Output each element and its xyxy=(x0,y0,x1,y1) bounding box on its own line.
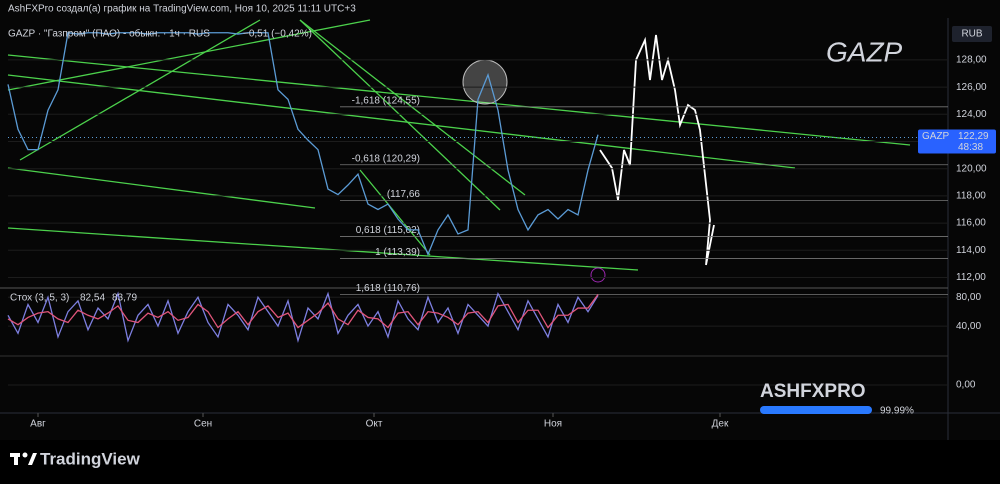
price-tag-value: 122,29 xyxy=(958,131,989,142)
badge-title: ASHFXPRO xyxy=(760,381,866,402)
chart-area xyxy=(0,0,1000,440)
trend-line xyxy=(7,19,371,91)
x-tick-label: Ноя xyxy=(544,419,562,430)
tradingview-logo xyxy=(10,452,37,465)
fib-label: -1,618 (124,55) xyxy=(352,95,420,106)
price-tag xyxy=(918,129,996,154)
fib-label: (117,66 xyxy=(387,189,421,200)
y-tick-label: 112,00 xyxy=(956,272,986,283)
x-tick-label: Окт xyxy=(366,419,383,430)
stoch-title: Стох (3, 5, 3) xyxy=(10,293,69,304)
header-caption: AshFXPro создал(а) график на TradingView… xyxy=(8,3,356,15)
projection-path xyxy=(599,34,715,266)
footer-brand: TradingView xyxy=(40,449,141,468)
trend-line xyxy=(299,19,526,196)
legend-title: GAZP · "Газпром" (ПАО) - обыкн. · 1ч · R… xyxy=(8,28,210,40)
x-tick-label: Авг xyxy=(30,419,46,430)
y-tick-label: 118,00 xyxy=(956,191,986,202)
trend-line xyxy=(7,227,639,271)
badge-progress-label: 99.99% xyxy=(880,406,914,417)
stoch-k-label: 82,54 xyxy=(80,293,105,304)
y-tick-label: 124,00 xyxy=(956,109,987,120)
trend-line xyxy=(7,167,316,209)
price-tag-name: GAZP xyxy=(922,131,950,142)
legend-change: −0,51 (−0,42%) xyxy=(243,29,312,40)
logo-part xyxy=(28,453,37,465)
trend-line xyxy=(19,19,261,161)
y-tick-label: 0,00 xyxy=(956,380,976,391)
fib-label: 0,618 (115,02) xyxy=(356,225,420,236)
trend-line xyxy=(7,54,911,146)
y-tick-label: 120,00 xyxy=(956,163,987,174)
watermark: GAZP xyxy=(826,36,903,67)
trend-lines xyxy=(7,19,911,271)
plot-layer: 112,00114,00116,00118,00120,00122,00124,… xyxy=(7,31,996,430)
y-tick-label: 114,00 xyxy=(956,245,986,256)
y-tick-label: 128,00 xyxy=(956,55,987,66)
currency: RUB xyxy=(961,29,982,40)
fib-label: -0,618 (120,29) xyxy=(352,153,420,164)
y-tick-label: 126,00 xyxy=(956,82,987,93)
trend-line xyxy=(359,169,431,256)
stoch-d-label: 83,79 xyxy=(112,293,137,304)
y-tick-label: 40,00 xyxy=(956,321,981,332)
badge-progress xyxy=(760,406,872,414)
logo-part xyxy=(22,452,28,458)
trend-line xyxy=(299,19,501,211)
series-line xyxy=(7,294,599,329)
event-icon xyxy=(590,267,606,283)
fib-label: 1 (113,39) xyxy=(375,247,420,258)
y-tick-label: 80,00 xyxy=(956,292,981,303)
price-tag-countdown: 48:38 xyxy=(958,142,983,153)
y-tick-label: 116,00 xyxy=(956,218,986,229)
x-tick-label: Сен xyxy=(194,419,212,430)
currency-box xyxy=(952,26,992,42)
logo-part xyxy=(14,453,18,465)
x-tick-label: Дек xyxy=(712,419,729,430)
fib-label: 1,618 (110,76) xyxy=(356,283,420,294)
series-line xyxy=(7,31,599,257)
